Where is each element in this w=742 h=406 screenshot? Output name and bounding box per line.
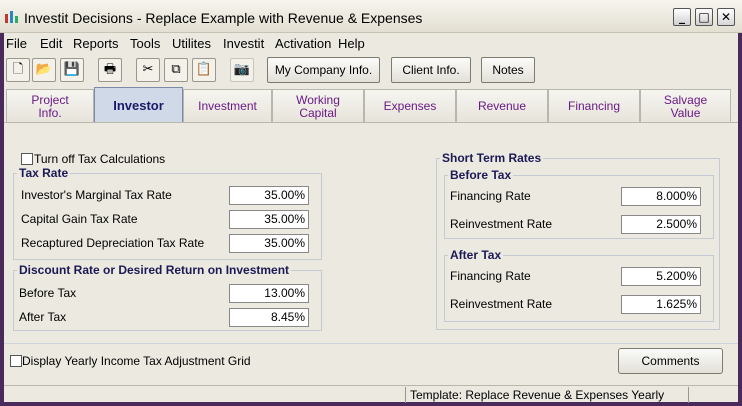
discount-before-tax-label: Before Tax — [19, 286, 77, 300]
after-financing-rate-field[interactable]: 5.200% — [621, 267, 701, 286]
toolbar: 🗋 📂 💾 🖶 ✂ ⧉ 📋 📷 My Company Info. Client … — [4, 54, 738, 86]
menu-activation[interactable]: Activation — [275, 36, 332, 51]
short-term-rates-title: Short Term Rates — [440, 151, 544, 165]
cut-icon[interactable]: ✂ — [136, 58, 160, 82]
short-term-rates-group — [436, 158, 720, 330]
tab-financing[interactable]: Financing — [548, 89, 640, 123]
recaptured-depreciation-label: Recaptured Depreciation Tax Rate — [21, 236, 205, 250]
tab-label: Expenses — [383, 99, 437, 113]
menu-investit[interactable]: Investit — [223, 36, 265, 51]
minimize-button[interactable]: _ — [673, 8, 691, 26]
tab-working-capital[interactable]: Working Capital — [272, 89, 364, 123]
comments-button[interactable]: Comments — [618, 348, 723, 374]
short-term-after-tax-title: After Tax — [448, 248, 504, 262]
before-financing-rate-label: Financing Rate — [450, 189, 531, 203]
before-reinvestment-rate-field[interactable]: 2.500% — [621, 215, 701, 234]
tab-revenue[interactable]: Revenue — [456, 89, 548, 123]
menu-help[interactable]: Help — [338, 36, 365, 51]
print-icon[interactable]: 🖶 — [98, 58, 122, 82]
short-term-before-tax-group — [444, 175, 714, 239]
display-grid-checkbox[interactable] — [10, 355, 22, 367]
tab-label: Investment — [198, 99, 257, 113]
short-term-before-tax-title: Before Tax — [448, 168, 514, 182]
marginal-tax-field[interactable]: 35.00% — [229, 186, 309, 205]
status-template: Template: Replace Revenue & Expenses Yea… — [410, 388, 665, 402]
open-folder-icon[interactable]: 📂 — [32, 58, 56, 82]
app-logo-icon — [5, 11, 18, 23]
marginal-tax-label: Investor's Marginal Tax Rate — [21, 188, 172, 202]
close-button[interactable]: ✕ — [717, 8, 735, 26]
tab-investor[interactable]: Investor — [94, 87, 183, 123]
client-info-button[interactable]: Client Info. — [391, 57, 471, 83]
turn-off-tax-checkbox[interactable] — [21, 153, 33, 165]
discount-after-tax-field[interactable]: 8.45% — [229, 308, 309, 327]
divider — [4, 343, 738, 344]
after-reinvestment-rate-label: Reinvestment Rate — [450, 297, 553, 311]
my-company-info-button[interactable]: My Company Info. — [267, 57, 380, 83]
before-financing-rate-field[interactable]: 8.000% — [621, 187, 701, 206]
capital-gain-tax-label: Capital Gain Tax Rate — [21, 212, 138, 226]
tab-salvage-value[interactable]: Salvage Value — [640, 89, 731, 123]
menu-edit[interactable]: Edit — [40, 36, 63, 51]
notes-button[interactable]: Notes — [481, 57, 535, 83]
tab-bar: Project Info. Investor Investment Workin… — [4, 87, 738, 123]
tax-rate-group — [13, 173, 322, 260]
maximize-icon: □ — [698, 10, 710, 24]
discount-rate-title: Discount Rate or Desired Return on Inves… — [17, 263, 292, 277]
tab-label: Project Info. — [31, 92, 69, 120]
status-separator — [688, 387, 689, 403]
menu-tools[interactable]: Tools — [130, 36, 161, 51]
maximize-button[interactable]: □ — [695, 8, 713, 26]
tab-project-info[interactable]: Project Info. — [6, 89, 94, 123]
menu-file[interactable]: File — [6, 36, 27, 51]
tab-investment[interactable]: Investment — [183, 89, 272, 123]
capital-gain-tax-field[interactable]: 35.00% — [229, 210, 309, 229]
client-area: File Edit Reports Tools Utilites Investi… — [4, 33, 738, 403]
menu-bar: File Edit Reports Tools Utilites Investi… — [4, 33, 738, 53]
discount-after-tax-label: After Tax — [19, 310, 67, 324]
after-reinvestment-rate-field[interactable]: 1.625% — [621, 295, 701, 314]
tab-label: Investor — [113, 97, 164, 113]
tab-expenses[interactable]: Expenses — [364, 89, 456, 123]
camera-icon: 📷 — [230, 58, 254, 82]
status-bar: Template: Replace Revenue & Expenses Yea… — [4, 385, 738, 403]
copy-icon[interactable]: ⧉ — [164, 58, 188, 82]
investor-panel: Turn off Tax Calculations Tax Rate Inves… — [4, 122, 738, 402]
after-financing-rate-label: Financing Rate — [450, 269, 531, 283]
tab-label: Financing — [567, 99, 621, 113]
tab-label: Revenue — [477, 99, 527, 113]
paste-icon[interactable]: 📋 — [192, 58, 216, 82]
tab-label: Salvage Value — [663, 92, 708, 120]
menu-reports[interactable]: Reports — [73, 36, 119, 51]
status-separator — [405, 387, 406, 403]
window-title: Investit Decisions - Replace Example wit… — [24, 10, 423, 26]
recaptured-depreciation-field[interactable]: 35.00% — [229, 234, 309, 253]
new-file-icon[interactable]: 🗋 — [6, 58, 30, 82]
short-term-after-tax-group — [444, 255, 714, 322]
minimize-icon: _ — [679, 10, 685, 24]
display-grid-label: Display Yearly Income Tax Adjustment Gri… — [22, 354, 251, 368]
tab-label: Working Capital — [296, 92, 340, 120]
turn-off-tax-label: Turn off Tax Calculations — [34, 152, 166, 166]
menu-utilites[interactable]: Utilites — [172, 36, 212, 51]
save-icon[interactable]: 💾 — [60, 58, 84, 82]
title-bar: Investit Decisions - Replace Example wit… — [0, 0, 742, 33]
discount-before-tax-field[interactable]: 13.00% — [229, 284, 309, 303]
tax-rate-title: Tax Rate — [17, 166, 71, 180]
close-icon: ✕ — [720, 10, 732, 24]
before-reinvestment-rate-label: Reinvestment Rate — [450, 217, 553, 231]
